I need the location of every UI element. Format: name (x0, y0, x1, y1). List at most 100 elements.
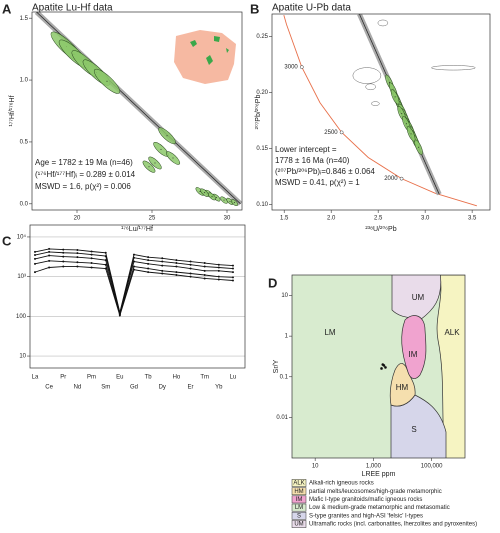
ellipse-center (154, 162, 156, 164)
data-point (231, 271, 234, 274)
legend-swatch (291, 495, 307, 504)
data-point (90, 250, 93, 253)
region-label: LM (324, 328, 335, 337)
data-point (217, 263, 220, 266)
panel-letter: B (250, 1, 259, 16)
data-point (132, 253, 135, 256)
data-point (90, 253, 93, 256)
x-axis-label: LREE ppm (362, 471, 396, 478)
age-marker (399, 176, 404, 181)
y-tick-label: 1 (285, 334, 289, 340)
y-tick-label: 100 (16, 314, 27, 320)
excluded-ellipse (371, 101, 380, 106)
y-tick-label: 10³ (17, 274, 26, 280)
legend-code: S (297, 513, 301, 519)
data-point (132, 265, 135, 268)
ellipse-center (204, 192, 205, 194)
data-point (34, 262, 36, 265)
x-tick-label: Ho (173, 375, 181, 381)
legend-label: Mafic I-type granitoids/mafic igneous ro… (309, 497, 422, 503)
y-tick-label: 0.1 (280, 374, 289, 380)
annotation: (¹⁷⁶Hf/¹⁷⁷Hf)ᵢ = 0.289 ± 0.014 (35, 170, 136, 179)
data-point (48, 250, 51, 253)
ellipse-center (216, 197, 217, 199)
y-tick-label: 0.5 (20, 140, 29, 146)
x-tick-label: 2.0 (327, 216, 336, 222)
sample-map-inset (174, 30, 236, 84)
x-tick-label: 2.5 (374, 216, 383, 222)
x-tick-label: 10 (312, 464, 319, 470)
ellipse-center (106, 80, 108, 82)
x-tick-label: Lu (230, 375, 237, 381)
data-point (161, 260, 164, 263)
data-point (48, 259, 51, 262)
ellipse-center (229, 200, 231, 202)
panel-letter: D (268, 275, 277, 290)
ellipse-center (211, 195, 213, 197)
data-point (147, 259, 150, 262)
data-point (62, 248, 65, 251)
data-point (175, 259, 178, 262)
data-point (90, 262, 93, 265)
series-line (34, 255, 234, 316)
data-point (161, 269, 164, 272)
plot-frame (291, 274, 466, 459)
data-point (104, 263, 107, 266)
excluded-ellipse (431, 65, 476, 71)
data-point (118, 314, 121, 317)
data-point (384, 366, 387, 369)
data-point (62, 255, 65, 258)
legend-code: UM (294, 522, 303, 528)
y-tick-label: 0.20 (256, 90, 268, 96)
data-point (104, 259, 107, 262)
y-tick-label: 10⁴ (17, 234, 27, 241)
ellipse-center (418, 146, 420, 148)
region-label: S (411, 425, 416, 434)
data-point (48, 247, 51, 250)
region-label: IM (409, 350, 418, 359)
data-point (231, 276, 234, 279)
data-point (175, 274, 178, 277)
data-point (203, 269, 206, 272)
ellipse-center (148, 166, 150, 168)
data-point (175, 265, 178, 268)
x-axis-label: ¹⁷⁶Lu/¹⁷⁷Hf (121, 226, 153, 233)
data-point (132, 260, 135, 263)
x-tick-label: 3.0 (421, 216, 430, 222)
legend-label: Low & medium-grade metamorphic and metas… (309, 505, 450, 511)
plot-frame (31, 11, 243, 211)
y-tick-label: 0.25 (256, 34, 268, 40)
data-point (34, 271, 36, 274)
legend-code: ALK (293, 481, 304, 487)
data-point (76, 261, 79, 264)
annotation: Age = 1782 ± 19 Ma (n=46) (35, 158, 133, 167)
x-tick-label: 1.5 (280, 216, 289, 222)
x-axis-label: ²³⁸U/²⁰⁶Pb (365, 225, 396, 233)
data-point (189, 272, 192, 275)
data-point (76, 248, 79, 251)
data-point (189, 260, 192, 263)
x-tick-label: Eu (116, 375, 123, 381)
annotation: (²⁰⁷Pb/²⁰⁶Pb)ᵢ=0.846 ± 0.064 (275, 167, 375, 176)
legend-code: LM (295, 505, 303, 511)
region-label: HM (396, 383, 409, 392)
data-point (48, 266, 51, 269)
ellipse-center (405, 123, 407, 125)
y-axis-label: Sr/Y (273, 359, 280, 373)
x-tick-label: Nd (74, 385, 82, 391)
age-marker (339, 130, 344, 135)
data-point (147, 267, 150, 270)
data-point (147, 262, 150, 265)
y-tick-label: 10 (19, 354, 26, 360)
x-tick-label: 25 (149, 216, 156, 222)
x-tick-label: 3.5 (468, 216, 477, 222)
x-tick-label: Dy (159, 385, 166, 391)
data-point (189, 267, 192, 270)
age-label: 2000 (384, 176, 398, 182)
data-point (161, 264, 164, 267)
ellipse-center (401, 113, 403, 115)
data-point (231, 267, 234, 270)
x-tick-label: Er (188, 385, 194, 391)
data-point (62, 251, 65, 254)
y-tick-label: 0.01 (276, 415, 288, 421)
